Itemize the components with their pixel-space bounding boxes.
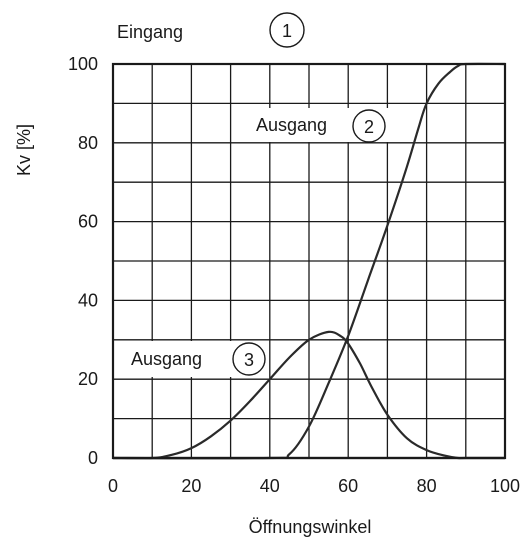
x-tick-label: 60 <box>338 476 358 496</box>
x-tick-labels: 0 20 40 60 80 100 <box>108 476 520 496</box>
x-tick-label: 0 <box>108 476 118 496</box>
x-tick-label: 40 <box>260 476 280 496</box>
y-tick-label: 80 <box>78 133 98 153</box>
y-tick-label: 60 <box>78 212 98 232</box>
x-tick-label: 100 <box>490 476 520 496</box>
y-tick-label: 20 <box>78 369 98 389</box>
y-tick-label: 100 <box>68 54 98 74</box>
series-line-2 <box>112 62 506 460</box>
annotation-ausgang-2-label: Ausgang <box>256 115 327 135</box>
annotation-eingang-label: Eingang <box>117 22 183 42</box>
annotation-3-marker: 3 <box>232 342 266 376</box>
y-axis-label: Kv [%] <box>14 124 34 176</box>
plot-frame <box>111 62 507 460</box>
series-line-3 <box>112 330 505 460</box>
x-axis-label: Öffnungswinkel <box>249 517 372 537</box>
annotation-1-marker: 1 <box>269 12 305 48</box>
y-tick-label: 40 <box>78 290 98 310</box>
annotation-2-number: 2 <box>364 117 374 137</box>
x-tick-label: 20 <box>181 476 201 496</box>
y-tick-label: 0 <box>88 448 98 468</box>
annotation-2-marker: 2 <box>352 109 386 143</box>
annotation-3-number: 3 <box>244 350 254 370</box>
annotation-ausgang-3-label: Ausgang <box>131 349 202 369</box>
y-tick-labels: 0 20 40 60 80 100 <box>68 54 98 468</box>
annotation-1-number: 1 <box>282 21 292 41</box>
x-tick-label: 80 <box>417 476 437 496</box>
